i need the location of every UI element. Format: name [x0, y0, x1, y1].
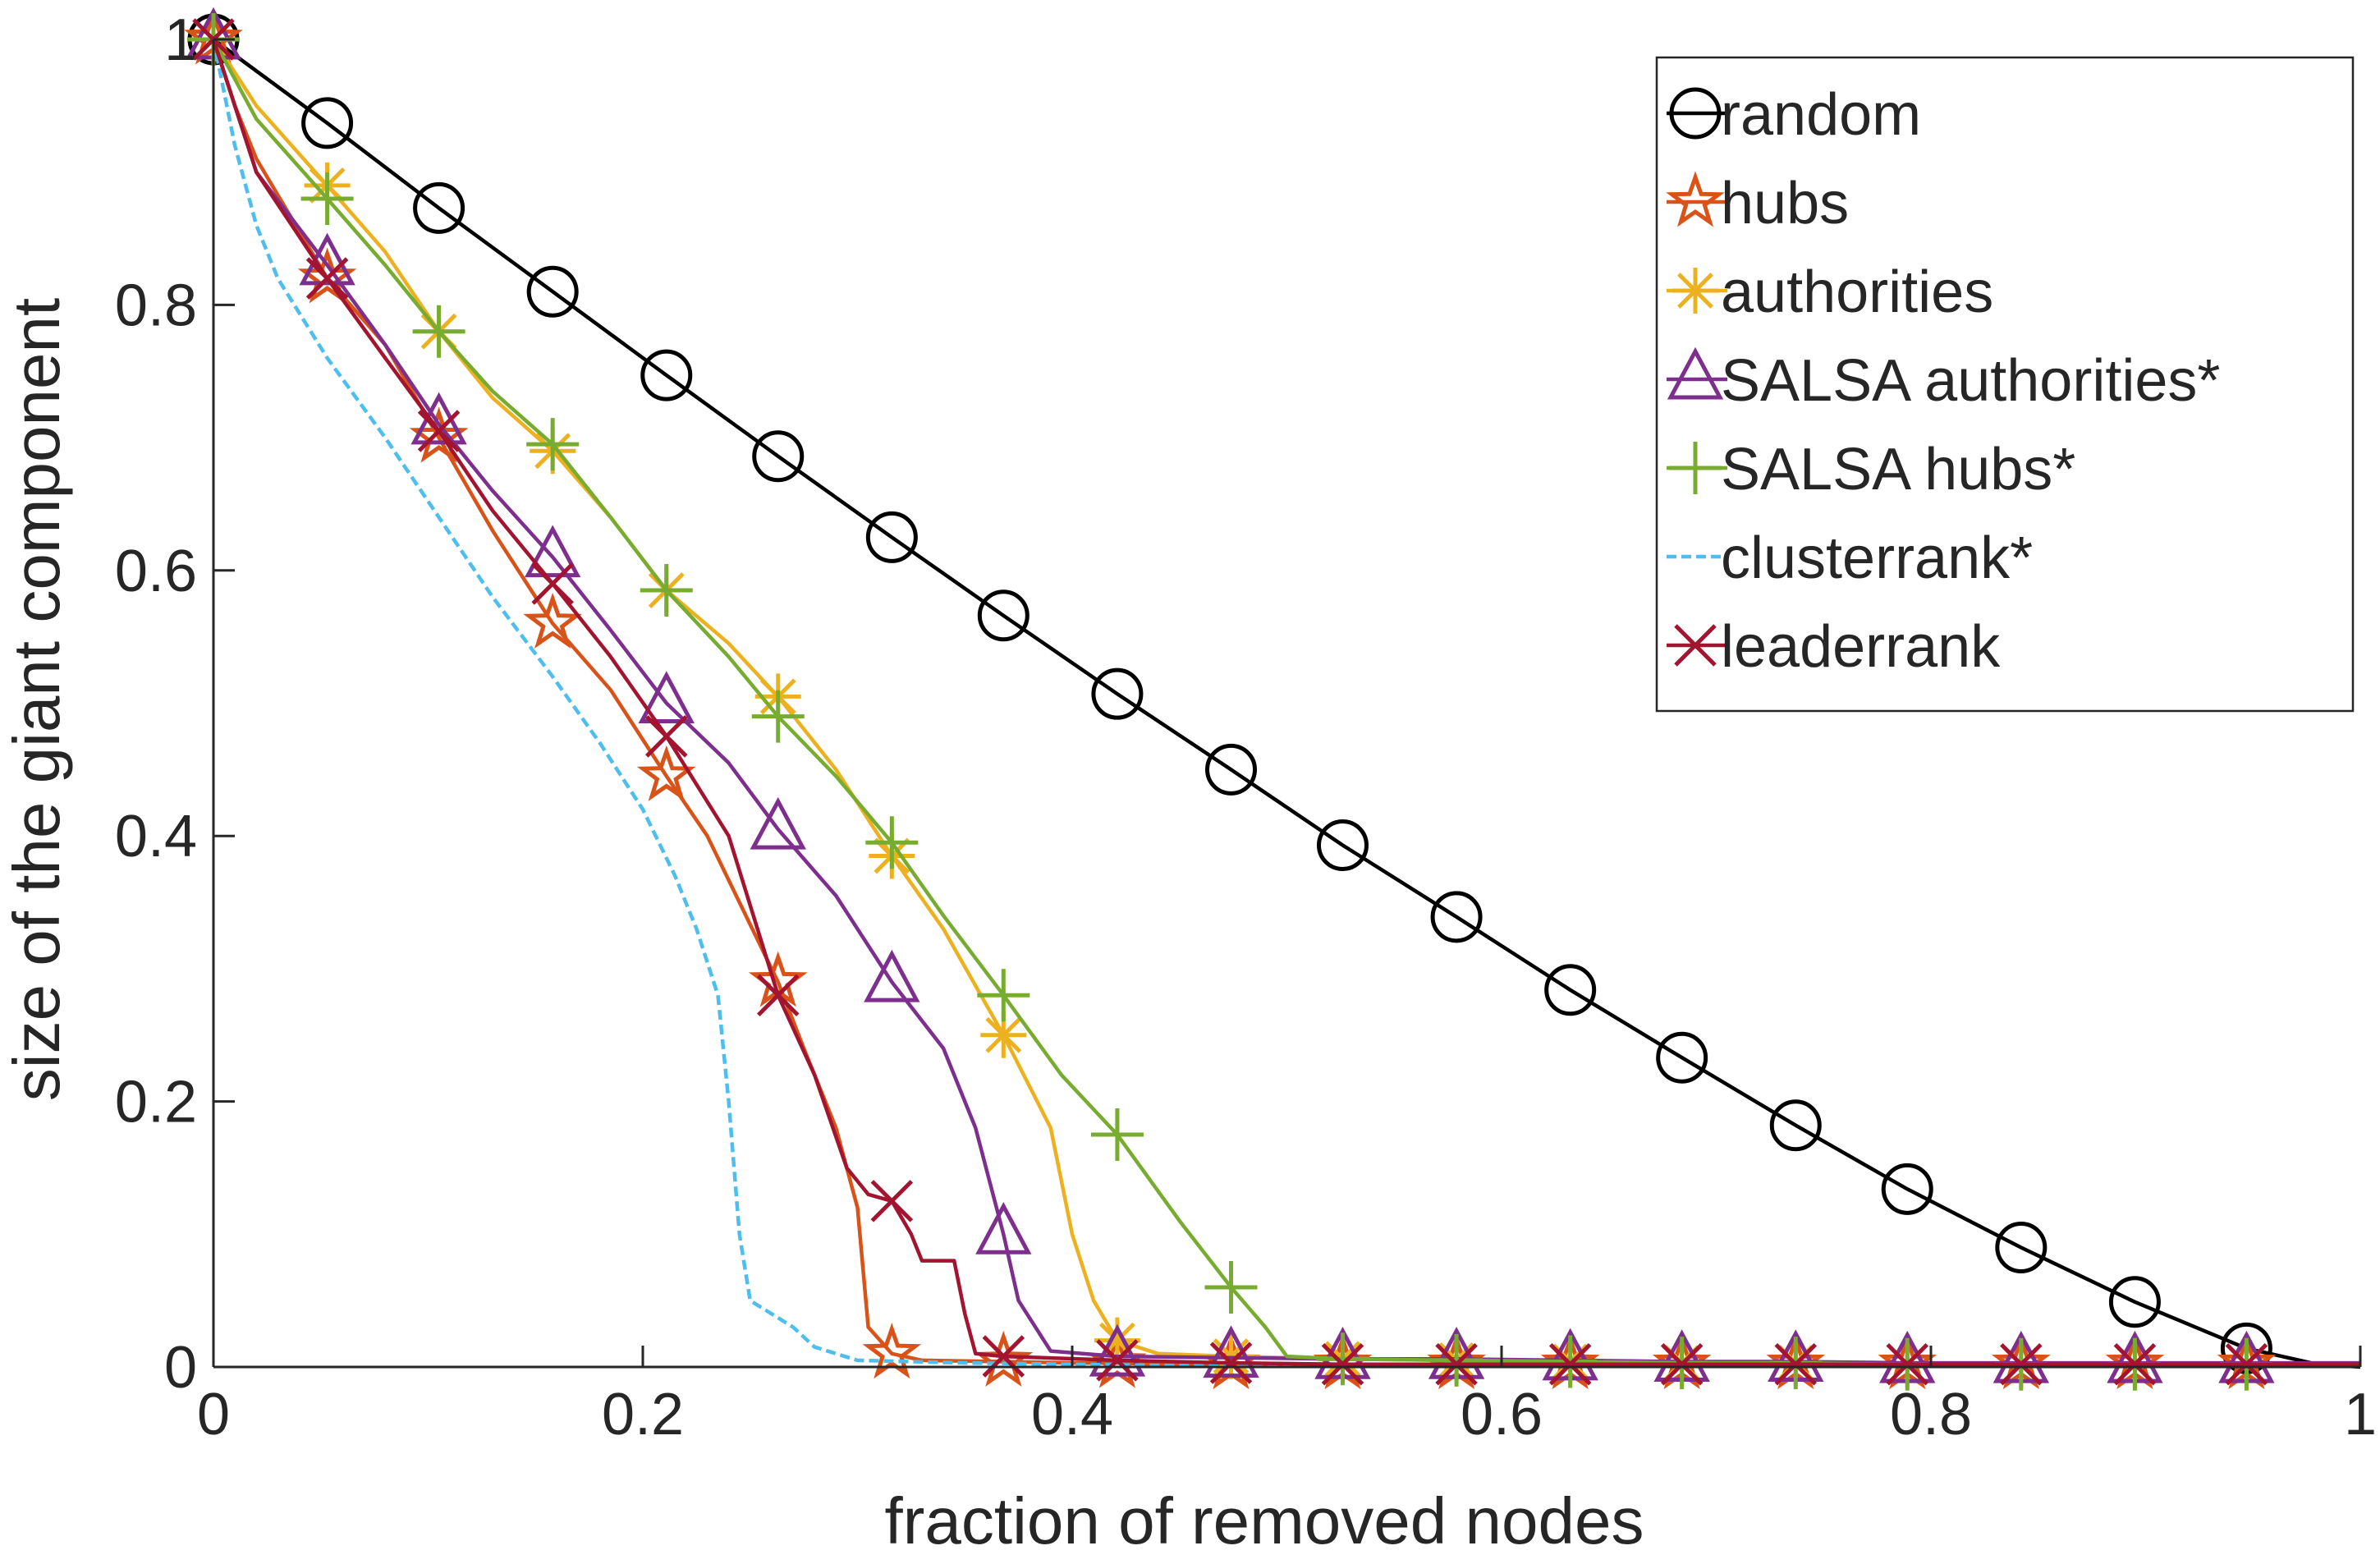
data-point-salsa-hubs-3: [526, 418, 580, 471]
data-point-leaderrank-1: [305, 257, 349, 300]
data-point-hubs-4: [636, 745, 696, 801]
data-point-random-13: [1656, 1031, 1708, 1084]
data-point-random-9: [1205, 743, 1258, 796]
legend-box: [1655, 56, 2355, 713]
legend-entry-random: random: [1721, 82, 1921, 148]
data-point-leaderrank-8: [1096, 1339, 1139, 1382]
data-point-leaderrank-3: [531, 562, 574, 605]
data-point-random-4: [640, 349, 693, 401]
data-point-leaderrank-13: [1660, 1342, 1704, 1386]
data-point-random-5: [752, 430, 805, 483]
data-point-random-14: [1769, 1099, 1822, 1152]
data-point-leaderrank-7: [982, 1335, 1025, 1378]
legend-marker-salsa-authorities: [1667, 346, 1724, 400]
data-point-authorities-7: [980, 1011, 1027, 1058]
data-point-leaderrank-4: [644, 715, 688, 758]
data-point-leaderrank-10: [1321, 1342, 1364, 1386]
data-point-salsa-hubs-9: [1204, 1260, 1258, 1314]
data-point-leaderrank-11: [1435, 1342, 1478, 1386]
y-tick-label: 0.2: [115, 1070, 197, 1135]
data-point-salsa-authorities-6: [864, 949, 920, 1002]
y-tick-label: 0.8: [115, 273, 197, 338]
data-point-salsa-authorities-4: [638, 671, 695, 723]
data-point-leaderrank-16: [2000, 1342, 2043, 1386]
x-axis-label: fraction of removed nodes: [885, 1484, 1644, 1557]
data-point-random-3: [526, 265, 579, 318]
x-tick-label: 1: [2344, 1382, 2377, 1447]
legend-entry-leaderrank: leaderrank: [1721, 614, 2001, 680]
data-point-leaderrank-6: [870, 1180, 914, 1222]
axes: 0 0.2 0.4 0.6 0.8 1 0 0.2 0.4 0.6 0.8 1: [115, 7, 2377, 1447]
data-point-salsa-authorities-3: [524, 525, 581, 578]
data-point-salsa-hubs-10: [1316, 1332, 1369, 1386]
series-line-clusterrank: [211, 39, 2360, 1368]
x-tick-label: 0.4: [1031, 1382, 1113, 1447]
data-point-random-17: [2108, 1276, 2161, 1328]
data-point-random-2: [413, 181, 465, 234]
legend-marker-salsa-hubs: [1669, 442, 1722, 494]
data-point-leaderrank-17: [2113, 1342, 2157, 1386]
legend-marker-random: [1669, 87, 1722, 140]
y-axis-label: size of the giant component: [0, 298, 73, 1101]
data-point-random-16: [1995, 1221, 2048, 1273]
legend-marker-hubs: [1666, 171, 1725, 227]
data-point-random-8: [1091, 667, 1144, 720]
data-point-random-7: [977, 589, 1029, 642]
data-point-random-15: [1881, 1163, 1933, 1215]
legend-entry-clusterrank: clusterrank*: [1721, 525, 2033, 591]
data-point-leaderrank-12: [1548, 1342, 1592, 1386]
y-tick-label: 0: [164, 1335, 197, 1401]
data-point-leaderrank-2: [417, 410, 461, 452]
x-tick-label: 0.6: [1461, 1382, 1543, 1447]
data-point-salsa-hubs-6: [865, 816, 919, 869]
plot-area: [184, 7, 2361, 1391]
legend-entry-salsa-hubs: SALSA hubs*: [1721, 437, 2075, 502]
data-point-salsa-hubs-7: [977, 969, 1030, 1022]
data-point-hubs-6: [862, 1323, 922, 1379]
legend-marker-leaderrank: [1674, 624, 1717, 667]
data-point-salsa-hubs-4: [640, 564, 693, 617]
data-point-leaderrank-14: [1774, 1342, 1818, 1386]
data-point-salsa-hubs-8: [1090, 1108, 1144, 1162]
legend-marker-authorities: [1672, 268, 1718, 314]
x-tick-label: 0: [197, 1382, 230, 1447]
data-point-random-12: [1544, 964, 1597, 1016]
legend-entry-salsa-authorities: SALSA authorities*: [1721, 348, 2220, 414]
data-point-salsa-hubs-11: [1430, 1333, 1483, 1387]
data-point-leaderrank-9: [1209, 1342, 1253, 1384]
y-tick-label: 0.4: [115, 804, 197, 869]
legend-entry-hubs: hubs: [1721, 171, 1849, 236]
series-line-random: [212, 38, 2361, 1369]
x-tick-label: 0.8: [1890, 1382, 1972, 1447]
series-line-leaderrank: [211, 39, 2360, 1367]
data-point-salsa-authorities-8: [1089, 1323, 1146, 1377]
data-point-hubs-3: [523, 592, 582, 649]
data-point-leaderrank-5: [756, 974, 800, 1017]
data-point-salsa-hubs-1: [300, 172, 354, 226]
data-point-leaderrank-18: [2225, 1342, 2268, 1386]
data-point-random-10: [1316, 819, 1369, 872]
x-tick-label: 0.2: [602, 1382, 684, 1447]
data-point-salsa-authorities-7: [975, 1202, 1032, 1254]
y-tick-label: 1: [164, 7, 197, 73]
legend: random hubs authorities SALSA authorities* S…: [1655, 56, 2355, 713]
data-point-salsa-authorities-5: [750, 796, 806, 850]
data-point-random-1: [301, 97, 354, 149]
data-point-random-11: [1430, 891, 1483, 943]
data-point-random-6: [865, 511, 918, 563]
data-point-salsa-hubs-5: [751, 690, 805, 743]
legend-entry-authorities: authorities: [1721, 259, 1993, 325]
data-point-salsa-hubs-2: [412, 305, 465, 358]
data-point-leaderrank-15: [1886, 1342, 1929, 1386]
plot-series: [184, 7, 2361, 1391]
y-tick-label: 0.6: [115, 539, 197, 604]
